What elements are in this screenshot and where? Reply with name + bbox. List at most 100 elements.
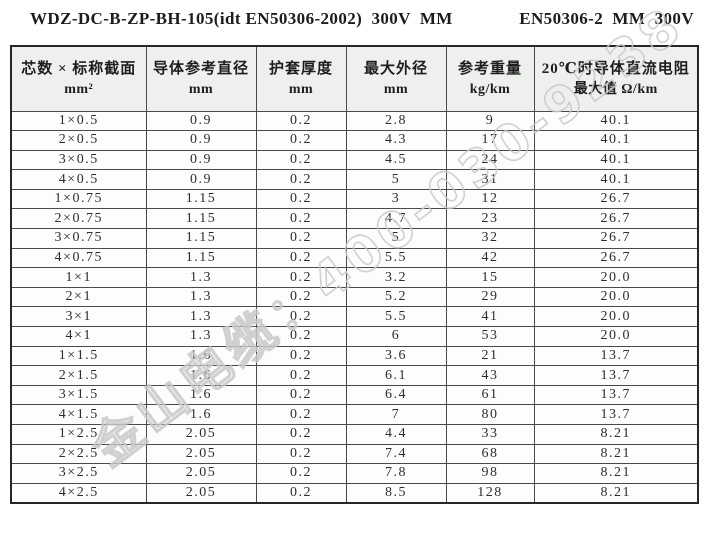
table-cell-sheath-thickness: 0.2	[255, 208, 347, 230]
column-header-label: 导体参考直径	[152, 61, 249, 78]
table-cell-sheath-thickness: 0.2	[255, 404, 347, 425]
table-cell-reference-weight: 15	[445, 267, 535, 288]
table-cell-spec: 2×1	[10, 286, 147, 308]
table-cell-reference-weight: 128	[445, 482, 535, 504]
column-header-label: 最大外径	[363, 61, 428, 78]
table-row: 1×1 1.3 0.2 3.2 15 20.0	[10, 267, 699, 288]
table-cell-reference-weight: 53	[445, 326, 535, 347]
table-row: 2×2.5 2.05 0.2 7.4 68 8.21	[10, 443, 699, 465]
table-row: 1×1.5 1.6 0.2 3.6 21 13.7	[10, 345, 699, 367]
table-cell-sheath-thickness: 0.2	[255, 247, 347, 269]
table-cell-conductor-diameter: 0.9	[145, 130, 257, 151]
spec-table: 芯数 × 标称截面 mm² 导体参考直径 mm 护套厚度 mm 最大外径 mm …	[10, 45, 699, 504]
table-cell-dc-resistance: 40.1	[533, 149, 699, 171]
table-cell-spec: 3×0.5	[10, 149, 147, 171]
table-cell-max-outer-diameter: 8.5	[345, 482, 447, 504]
table-cell-dc-resistance: 13.7	[533, 365, 699, 386]
table-cell-spec: 4×0.5	[10, 169, 147, 190]
table-row: 4×1.5 1.6 0.2 7 80 13.7	[10, 404, 699, 425]
title-right: EN50306-2 MM 300V	[519, 9, 694, 28]
table-cell-spec: 2×1.5	[10, 365, 147, 386]
table-cell-dc-resistance: 13.7	[533, 384, 699, 406]
table-cell-max-outer-diameter: 4.7	[345, 208, 447, 230]
table-cell-conductor-diameter: 1.3	[145, 326, 257, 347]
table-cell-sheath-thickness: 0.2	[255, 482, 347, 504]
table-row: 3×0.5 0.9 0.2 4.5 24 40.1	[10, 149, 699, 171]
table-cell-max-outer-diameter: 7	[345, 404, 447, 425]
table-cell-spec: 1×2.5	[10, 424, 147, 445]
column-header-unit: mm	[383, 81, 409, 97]
table-cell-conductor-diameter: 1.3	[145, 306, 257, 328]
table-row: 2×0.75 1.15 0.2 4.7 23 26.7	[10, 208, 699, 230]
table-cell-spec: 4×2.5	[10, 482, 147, 504]
table-cell-dc-resistance: 26.7	[533, 188, 699, 210]
column-header-unit: mm	[188, 81, 214, 97]
table-cell-conductor-diameter: 1.15	[145, 228, 257, 249]
table-cell-max-outer-diameter: 5	[345, 169, 447, 190]
table-cell-conductor-diameter: 0.9	[145, 149, 257, 171]
column-header-dc-resistance: 20℃时导体直流电阻 最大值 Ω/km	[533, 45, 699, 112]
table-cell-dc-resistance: 8.21	[533, 424, 699, 445]
table-cell-spec: 4×1.5	[10, 404, 147, 425]
table-cell-dc-resistance: 20.0	[533, 267, 699, 288]
column-header-label: 20℃时导体直流电阻	[541, 61, 690, 78]
table-cell-reference-weight: 32	[445, 228, 535, 249]
column-header-unit: mm²	[64, 81, 94, 97]
table-cell-reference-weight: 29	[445, 286, 535, 308]
table-cell-spec: 3×0.75	[10, 228, 147, 249]
column-header-unit: 最大值 Ω/km	[573, 81, 658, 97]
table-cell-sheath-thickness: 0.2	[255, 443, 347, 465]
table-cell-spec: 1×1.5	[10, 345, 147, 367]
table-cell-reference-weight: 68	[445, 443, 535, 465]
table-cell-sheath-thickness: 0.2	[255, 463, 347, 484]
table-cell-conductor-diameter: 1.6	[145, 365, 257, 386]
table-cell-spec: 3×2.5	[10, 463, 147, 484]
table-cell-sheath-thickness: 0.2	[255, 306, 347, 328]
table-cell-reference-weight: 31	[445, 169, 535, 190]
table-cell-reference-weight: 9	[445, 110, 535, 132]
table-cell-reference-weight: 42	[445, 247, 535, 269]
table-cell-max-outer-diameter: 2.8	[345, 110, 447, 132]
table-cell-sheath-thickness: 0.2	[255, 169, 347, 190]
table-cell-max-outer-diameter: 4.3	[345, 130, 447, 151]
table-cell-dc-resistance: 20.0	[533, 306, 699, 328]
column-header-label: 芯数 × 标称截面	[21, 61, 137, 78]
column-header-unit: mm	[288, 81, 314, 97]
table-row: 3×0.75 1.15 0.2 5 32 26.7	[10, 228, 699, 249]
table-cell-max-outer-diameter: 5.5	[345, 247, 447, 269]
table-cell-reference-weight: 41	[445, 306, 535, 328]
table-cell-max-outer-diameter: 6.1	[345, 365, 447, 386]
table-cell-sheath-thickness: 0.2	[255, 424, 347, 445]
table-cell-max-outer-diameter: 7.8	[345, 463, 447, 484]
table-cell-conductor-diameter: 2.05	[145, 443, 257, 465]
table-cell-conductor-diameter: 2.05	[145, 424, 257, 445]
table-cell-spec: 1×0.75	[10, 188, 147, 210]
table-cell-conductor-diameter: 1.6	[145, 345, 257, 367]
table-cell-max-outer-diameter: 7.4	[345, 443, 447, 465]
table-cell-sheath-thickness: 0.2	[255, 286, 347, 308]
table-cell-sheath-thickness: 0.2	[255, 384, 347, 406]
column-header-conductor-diameter: 导体参考直径 mm	[145, 45, 257, 112]
table-cell-spec: 1×0.5	[10, 110, 147, 132]
table-row: 4×0.5 0.9 0.2 5 31 40.1	[10, 169, 699, 190]
table-cell-sheath-thickness: 0.2	[255, 110, 347, 132]
table-cell-dc-resistance: 8.21	[533, 443, 699, 465]
table-cell-spec: 3×1.5	[10, 384, 147, 406]
table-cell-max-outer-diameter: 5.2	[345, 286, 447, 308]
table-cell-dc-resistance: 40.1	[533, 169, 699, 190]
column-header-label: 参考重量	[457, 61, 522, 78]
table-cell-reference-weight: 17	[445, 130, 535, 151]
table-cell-conductor-diameter: 0.9	[145, 169, 257, 190]
table-cell-conductor-diameter: 0.9	[145, 110, 257, 132]
table-cell-sheath-thickness: 0.2	[255, 345, 347, 367]
table-cell-conductor-diameter: 1.15	[145, 208, 257, 230]
table-cell-reference-weight: 23	[445, 208, 535, 230]
column-header-sheath-thickness: 护套厚度 mm	[255, 45, 347, 112]
table-row: 4×1 1.3 0.2 6 53 20.0	[10, 326, 699, 347]
table-cell-sheath-thickness: 0.2	[255, 267, 347, 288]
table-row: 4×0.75 1.15 0.2 5.5 42 26.7	[10, 247, 699, 269]
table-row: 3×1 1.3 0.2 5.5 41 20.0	[10, 306, 699, 328]
table-cell-sheath-thickness: 0.2	[255, 365, 347, 386]
table-cell-dc-resistance: 13.7	[533, 345, 699, 367]
